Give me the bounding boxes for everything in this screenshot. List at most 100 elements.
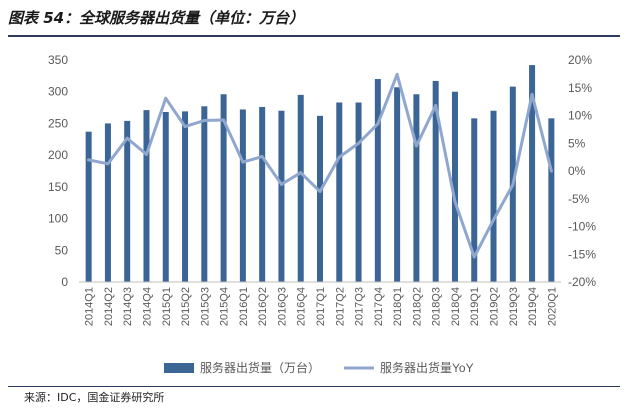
y-right-tick-label: -5% xyxy=(568,192,590,206)
y-right-tick-label: 0% xyxy=(568,164,586,178)
bar xyxy=(529,65,536,283)
x-tick-label: 2017Q2 xyxy=(334,287,346,326)
bar xyxy=(297,94,304,282)
x-tick-label: 2015Q4 xyxy=(219,287,231,326)
yoy-point xyxy=(164,96,168,100)
yoy-point xyxy=(241,160,245,164)
bar xyxy=(259,106,266,283)
y-right-tick-label: 15% xyxy=(568,81,592,95)
x-tick-label: 2019Q1 xyxy=(469,287,481,326)
yoy-point xyxy=(222,118,226,122)
yoy-point xyxy=(318,190,322,194)
x-tick-label: 2016Q4 xyxy=(296,287,308,326)
yoy-point xyxy=(260,155,264,159)
y-left-tick-label: 150 xyxy=(48,180,68,194)
bar xyxy=(220,94,227,282)
x-tick-label: 2017Q3 xyxy=(354,287,366,326)
legend-bar-label: 服务器出货量（万台） xyxy=(200,360,320,375)
yoy-point xyxy=(202,118,206,122)
yoy-point xyxy=(414,144,418,148)
x-tick-label: 2015Q3 xyxy=(199,287,211,326)
bar xyxy=(374,79,381,283)
x-tick-label: 2014Q3 xyxy=(122,287,134,326)
x-tick-label: 2018Q4 xyxy=(450,287,462,326)
yoy-point xyxy=(299,171,303,175)
yoy-point xyxy=(106,162,110,166)
x-tick-label: 2015Q1 xyxy=(161,287,173,326)
bar xyxy=(413,94,420,282)
yoy-point xyxy=(144,152,148,156)
x-tick-label: 2014Q4 xyxy=(141,287,153,326)
y-left-tick-label: 250 xyxy=(48,116,68,130)
bar xyxy=(201,106,208,282)
x-tick-label: 2020Q1 xyxy=(546,287,558,326)
y-left-tick-label: 100 xyxy=(48,212,68,226)
x-tick-label: 2019Q2 xyxy=(489,287,501,326)
y-right-tick-label: 20% xyxy=(568,53,592,67)
y-left-tick-label: 0 xyxy=(61,275,68,289)
chart-title: 图表 54：全球服务器出货量（单位：万台） xyxy=(8,9,305,27)
y-right-tick-label: 10% xyxy=(568,109,592,123)
bar xyxy=(451,91,458,282)
bar xyxy=(143,110,150,282)
legend-bar-swatch xyxy=(164,363,194,373)
bar xyxy=(124,120,131,283)
y-left-tick-label: 300 xyxy=(48,85,68,99)
x-tick-label: 2015Q2 xyxy=(180,287,192,326)
x-tick-label: 2014Q1 xyxy=(84,287,96,326)
line-series xyxy=(87,72,553,259)
yoy-point xyxy=(511,183,515,187)
x-tick-label: 2016Q3 xyxy=(276,287,288,326)
y-right-tick-label: 5% xyxy=(568,136,586,150)
y-left-tick-label: 200 xyxy=(48,148,68,162)
bar xyxy=(162,112,169,282)
yoy-point xyxy=(337,155,341,159)
x-tick-label: 2017Q1 xyxy=(315,287,327,326)
yoy-point xyxy=(279,182,283,186)
y-right-tick-label: -10% xyxy=(568,220,596,234)
y-right-tick-label: -20% xyxy=(568,275,596,289)
bar xyxy=(278,110,285,282)
bar xyxy=(239,109,246,282)
yoy-point xyxy=(492,218,496,222)
bar xyxy=(336,102,343,282)
yoy-point xyxy=(472,255,476,259)
bar xyxy=(471,118,478,283)
bar xyxy=(317,115,323,283)
source-note: 来源：IDC，国金证券研究所 xyxy=(24,391,165,404)
legend: 服务器出货量（万台） 服务器出货量YoY xyxy=(164,360,474,375)
x-tick-label: 2018Q1 xyxy=(392,287,404,326)
yoy-point xyxy=(434,104,438,108)
axes: 0 50 100 150 200 250 300 350 -20% -15% -10% -5% 0% 5%… xyxy=(48,53,596,326)
bar xyxy=(85,131,92,282)
x-tick-label: 2019Q3 xyxy=(508,287,520,326)
bar xyxy=(104,123,111,282)
yoy-point xyxy=(183,125,187,129)
y-right-tick-label: -15% xyxy=(568,247,596,261)
y-left-tick-label: 350 xyxy=(48,53,68,67)
bar xyxy=(182,111,189,283)
x-tick-label: 2017Q4 xyxy=(373,287,385,326)
footer-divider xyxy=(8,386,620,387)
bar xyxy=(432,80,439,282)
yoy-point xyxy=(549,169,553,173)
bar xyxy=(490,110,497,282)
yoy-point xyxy=(395,72,399,76)
bar xyxy=(355,102,362,282)
yoy-point xyxy=(125,136,129,140)
bar xyxy=(548,118,555,283)
y-left-tick-label: 50 xyxy=(55,243,69,257)
bar xyxy=(394,87,401,282)
x-tick-label: 2016Q2 xyxy=(257,287,269,326)
legend-line-label: 服务器出货量YoY xyxy=(380,360,474,375)
yoy-point xyxy=(530,92,534,96)
x-tick-label: 2019Q4 xyxy=(527,287,539,326)
yoy-point xyxy=(357,141,361,145)
bar-series xyxy=(85,65,555,283)
x-tick-label: 2016Q1 xyxy=(238,287,250,326)
yoy-point xyxy=(376,122,380,126)
x-tick-label: 2018Q2 xyxy=(411,287,423,326)
title-divider xyxy=(8,35,620,37)
x-tick-label: 2018Q3 xyxy=(431,287,443,326)
